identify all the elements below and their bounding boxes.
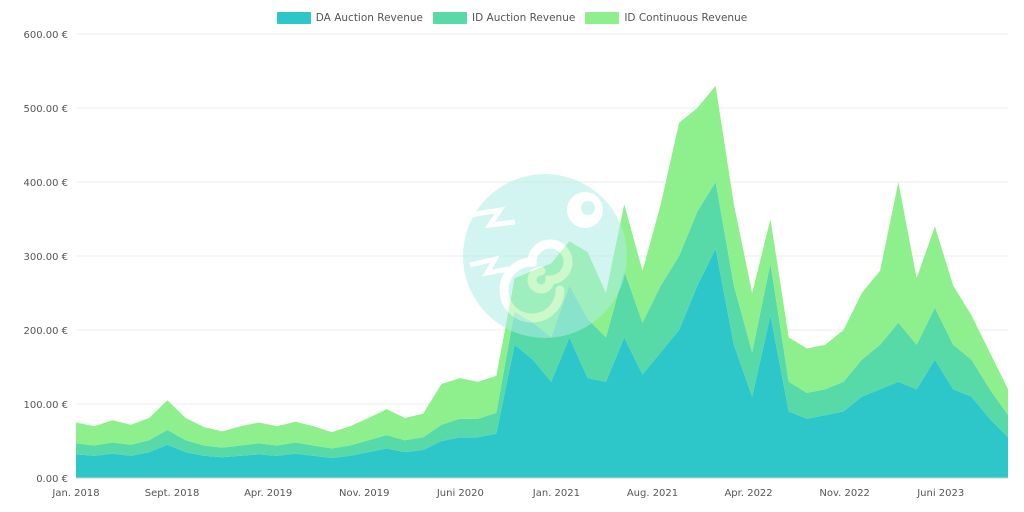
watermark-lightning bbox=[469, 206, 516, 277]
legend-swatch-id-auction bbox=[433, 12, 467, 24]
y-tick-label: 200.00 € bbox=[23, 326, 68, 337]
x-tick-label: Nov. 2022 bbox=[819, 488, 870, 499]
chart-legend: DA Auction Revenue ID Auction Revenue ID… bbox=[0, 12, 1024, 24]
x-tick-label: Sept. 2018 bbox=[145, 488, 200, 499]
y-axis-ticks: 0.00 € 100.00 € 200.00 € 300.00 € 400.00 € 50… bbox=[23, 30, 68, 485]
x-axis-ticks: Jan. 2018 Sept. 2018 Apr. 2019 Nov. 2019 Jun… bbox=[51, 488, 964, 499]
x-tick-label: Aug. 2021 bbox=[627, 488, 678, 499]
y-tick-label: 500.00 € bbox=[23, 104, 68, 115]
y-tick-label: 100.00 € bbox=[23, 400, 68, 411]
legend-swatch-da bbox=[276, 12, 311, 24]
watermark-spiral-tail bbox=[499, 239, 573, 323]
x-tick-label: Apr. 2022 bbox=[724, 488, 772, 499]
legend-item-id-continuous[interactable]: ID Continuous Revenue bbox=[585, 12, 747, 24]
x-tick-label: Jan. 2018 bbox=[51, 488, 99, 499]
chameleon-logo-watermark bbox=[463, 174, 627, 338]
legend-label-id-continuous: ID Continuous Revenue bbox=[624, 12, 748, 24]
y-tick-label: 400.00 € bbox=[23, 178, 68, 189]
y-tick-label: 300.00 € bbox=[23, 252, 68, 263]
legend-item-id-auction[interactable]: ID Auction Revenue bbox=[433, 12, 575, 24]
legend-item-da[interactable]: DA Auction Revenue bbox=[276, 12, 423, 24]
legend-swatch-id-continuous bbox=[585, 12, 620, 24]
x-tick-label: Juni 2023 bbox=[916, 488, 964, 499]
area-series-da-auction-revenue bbox=[76, 248, 1008, 478]
legend-label-da: DA Auction Revenue bbox=[315, 12, 423, 24]
x-tick-label: Jan. 2021 bbox=[532, 488, 580, 499]
legend-label-id-auction: ID Auction Revenue bbox=[472, 12, 576, 24]
y-tick-label: 0.00 € bbox=[36, 474, 68, 485]
x-tick-label: Nov. 2019 bbox=[339, 488, 390, 499]
watermark-eye bbox=[581, 201, 595, 215]
y-tick-label: 600.00 € bbox=[23, 30, 68, 41]
x-tick-label: Apr. 2019 bbox=[244, 488, 292, 499]
x-tick-label: Juni 2020 bbox=[436, 488, 484, 499]
